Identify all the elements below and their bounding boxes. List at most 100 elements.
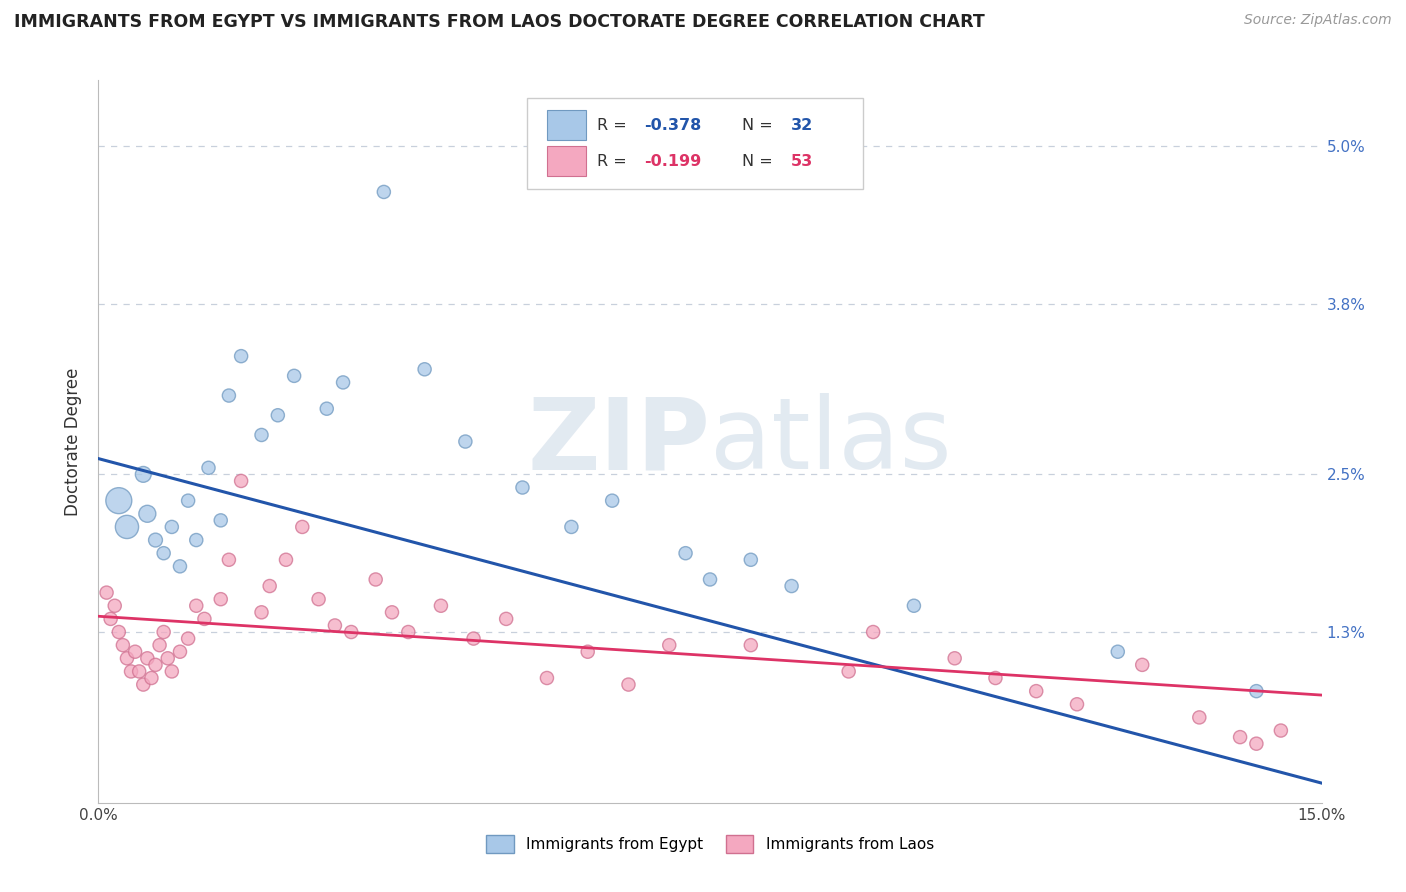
- Point: [1229, 730, 1251, 744]
- Y-axis label: Doctorate Degree: Doctorate Degree: [63, 368, 82, 516]
- FancyBboxPatch shape: [547, 146, 586, 177]
- Point: [512, 481, 534, 495]
- Point: [209, 513, 232, 527]
- Point: [740, 638, 762, 652]
- Point: [1066, 698, 1088, 712]
- Point: [340, 625, 363, 640]
- Point: [111, 638, 134, 652]
- Point: [177, 632, 200, 646]
- Point: [291, 520, 314, 534]
- Point: [454, 434, 477, 449]
- Point: [413, 362, 436, 376]
- Point: [156, 651, 179, 665]
- Point: [576, 645, 599, 659]
- Point: [373, 185, 395, 199]
- Point: [231, 349, 253, 363]
- Point: [396, 625, 419, 640]
- Point: [259, 579, 281, 593]
- Point: [169, 645, 191, 659]
- Point: [115, 520, 138, 534]
- Point: [536, 671, 558, 685]
- Point: [132, 677, 155, 691]
- Text: -0.199: -0.199: [644, 153, 702, 169]
- Point: [186, 533, 208, 547]
- Point: [699, 573, 721, 587]
- Point: [1025, 684, 1047, 698]
- Point: [160, 520, 183, 534]
- Point: [381, 605, 404, 619]
- Point: [115, 651, 138, 665]
- Point: [197, 460, 219, 475]
- FancyBboxPatch shape: [526, 98, 863, 189]
- Point: [141, 671, 163, 685]
- Legend: Immigrants from Egypt, Immigrants from Laos: Immigrants from Egypt, Immigrants from L…: [478, 827, 942, 860]
- Text: N =: N =: [742, 153, 778, 169]
- Point: [862, 625, 884, 640]
- Point: [463, 632, 485, 646]
- Point: [169, 559, 191, 574]
- Text: 32: 32: [790, 118, 813, 133]
- Point: [1246, 684, 1268, 698]
- Point: [231, 474, 253, 488]
- Point: [675, 546, 697, 560]
- Point: [209, 592, 232, 607]
- Point: [658, 638, 681, 652]
- Text: N =: N =: [742, 118, 778, 133]
- Point: [104, 599, 127, 613]
- Point: [903, 599, 925, 613]
- Point: [145, 657, 167, 672]
- Point: [267, 409, 290, 423]
- Point: [283, 368, 305, 383]
- Text: ZIP: ZIP: [527, 393, 710, 490]
- Text: -0.378: -0.378: [644, 118, 702, 133]
- Point: [120, 665, 142, 679]
- Text: 53: 53: [790, 153, 813, 169]
- FancyBboxPatch shape: [547, 110, 586, 140]
- Point: [136, 651, 159, 665]
- Text: IMMIGRANTS FROM EGYPT VS IMMIGRANTS FROM LAOS DOCTORATE DEGREE CORRELATION CHART: IMMIGRANTS FROM EGYPT VS IMMIGRANTS FROM…: [14, 13, 984, 31]
- Point: [250, 605, 273, 619]
- Point: [323, 618, 346, 632]
- Point: [152, 625, 174, 640]
- Point: [145, 533, 167, 547]
- Point: [186, 599, 208, 613]
- Point: [218, 553, 240, 567]
- Point: [315, 401, 337, 416]
- Text: atlas: atlas: [710, 393, 952, 490]
- Point: [128, 665, 150, 679]
- Point: [308, 592, 330, 607]
- Point: [1246, 737, 1268, 751]
- Point: [495, 612, 517, 626]
- Point: [1130, 657, 1153, 672]
- Point: [740, 553, 762, 567]
- Point: [108, 625, 131, 640]
- Point: [560, 520, 582, 534]
- Point: [136, 507, 159, 521]
- Point: [332, 376, 354, 390]
- Point: [152, 546, 174, 560]
- Point: [838, 665, 860, 679]
- Text: Source: ZipAtlas.com: Source: ZipAtlas.com: [1244, 13, 1392, 28]
- Point: [193, 612, 215, 626]
- Point: [364, 573, 387, 587]
- Point: [617, 677, 640, 691]
- Point: [1270, 723, 1292, 738]
- Point: [1107, 645, 1129, 659]
- Point: [177, 493, 200, 508]
- Text: R =: R =: [598, 118, 633, 133]
- Point: [430, 599, 453, 613]
- Point: [984, 671, 1007, 685]
- Point: [218, 388, 240, 402]
- Point: [250, 428, 273, 442]
- Point: [124, 645, 146, 659]
- Point: [100, 612, 122, 626]
- Point: [600, 493, 623, 508]
- Point: [108, 493, 131, 508]
- Point: [780, 579, 803, 593]
- Point: [160, 665, 183, 679]
- Point: [274, 553, 297, 567]
- Text: R =: R =: [598, 153, 633, 169]
- Point: [1188, 710, 1211, 724]
- Point: [149, 638, 172, 652]
- Point: [96, 585, 118, 599]
